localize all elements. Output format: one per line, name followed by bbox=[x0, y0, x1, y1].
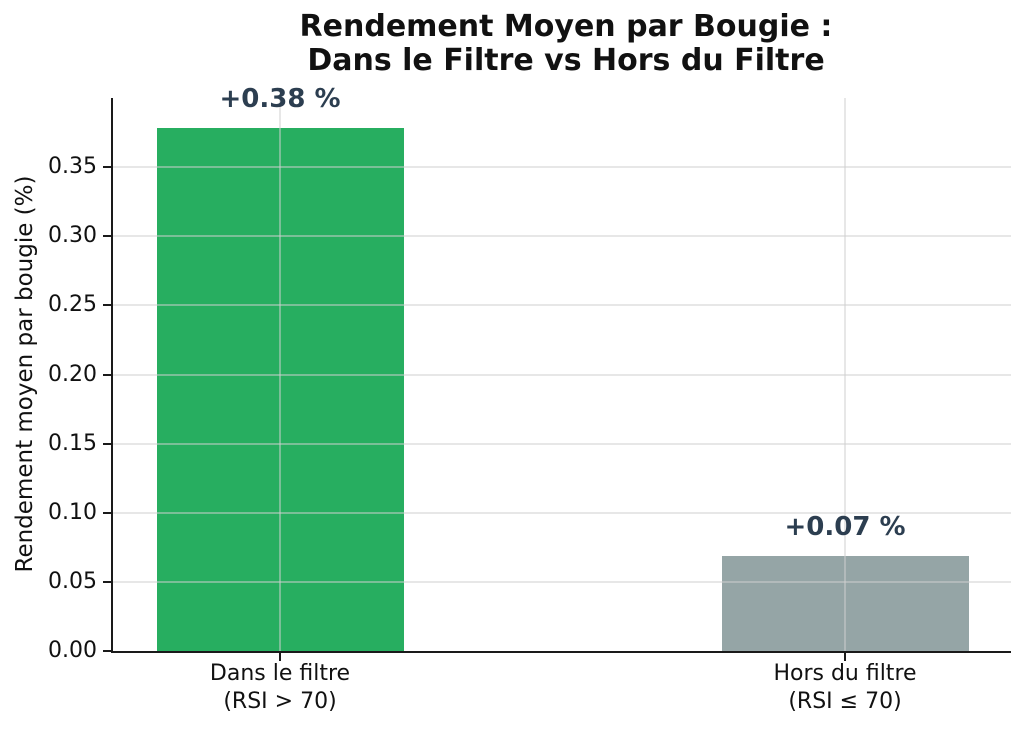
y-tick-label: 0.25 bbox=[48, 292, 97, 318]
x-tick-label-0-line-1: (RSI > 70) bbox=[223, 689, 337, 714]
y-tick-mark bbox=[103, 442, 111, 445]
bar-value-label-1: +0.07 % bbox=[784, 511, 906, 542]
x-tick-label-1: Hors du filtre (RSI ≤ 70) bbox=[685, 660, 1005, 716]
y-tick-label: 0.00 bbox=[48, 638, 97, 663]
chart-title-line-2: Dans le Filtre vs Hors du Filtre bbox=[307, 43, 825, 78]
h-gridline bbox=[113, 511, 1011, 514]
y-tick-label: 0.30 bbox=[48, 223, 97, 249]
y-tick-label: 0.15 bbox=[48, 430, 97, 456]
y-tick-mark bbox=[103, 511, 111, 514]
h-gridline bbox=[113, 373, 1011, 376]
y-tick-mark bbox=[103, 373, 111, 376]
x-tick-mark bbox=[844, 653, 846, 661]
y-tick-label: 0.05 bbox=[48, 568, 97, 594]
x-tick-label-1-line-0: Hors du filtre bbox=[773, 661, 917, 686]
x-tick-label-1-line-1: (RSI ≤ 70) bbox=[788, 689, 902, 714]
chart-title: Rendement Moyen par Bougie : Dans le Fil… bbox=[113, 10, 1019, 78]
y-tick-mark bbox=[103, 166, 111, 169]
v-gridline-0 bbox=[279, 98, 281, 651]
plot-area: +0.38 % +0.07 % bbox=[113, 84, 1011, 651]
y-axis-spine bbox=[111, 98, 113, 653]
x-tick-label-0: Dans le filtre (RSI > 70) bbox=[120, 660, 440, 716]
y-tick-label: 0.35 bbox=[48, 154, 97, 180]
h-gridline bbox=[113, 442, 1011, 445]
y-tick-label: 0.10 bbox=[48, 499, 97, 525]
h-gridline bbox=[113, 235, 1011, 238]
x-tick-mark bbox=[279, 653, 281, 661]
x-tick-label-0-line-0: Dans le filtre bbox=[209, 661, 351, 686]
x-axis-spine bbox=[111, 651, 1011, 653]
y-tick-label: 0.20 bbox=[48, 361, 97, 387]
h-gridline bbox=[113, 166, 1011, 169]
y-tick-mark bbox=[103, 650, 111, 652]
bar-value-label-0: +0.38 % bbox=[219, 84, 341, 115]
y-tick-mark bbox=[103, 580, 111, 583]
h-gridline bbox=[113, 580, 1011, 583]
v-gridline-1 bbox=[844, 98, 846, 651]
y-tick-mark bbox=[103, 235, 111, 238]
h-gridline bbox=[113, 304, 1011, 307]
y-tick-mark bbox=[103, 304, 111, 307]
chart-title-line-1: Rendement Moyen par Bougie : bbox=[299, 9, 833, 44]
